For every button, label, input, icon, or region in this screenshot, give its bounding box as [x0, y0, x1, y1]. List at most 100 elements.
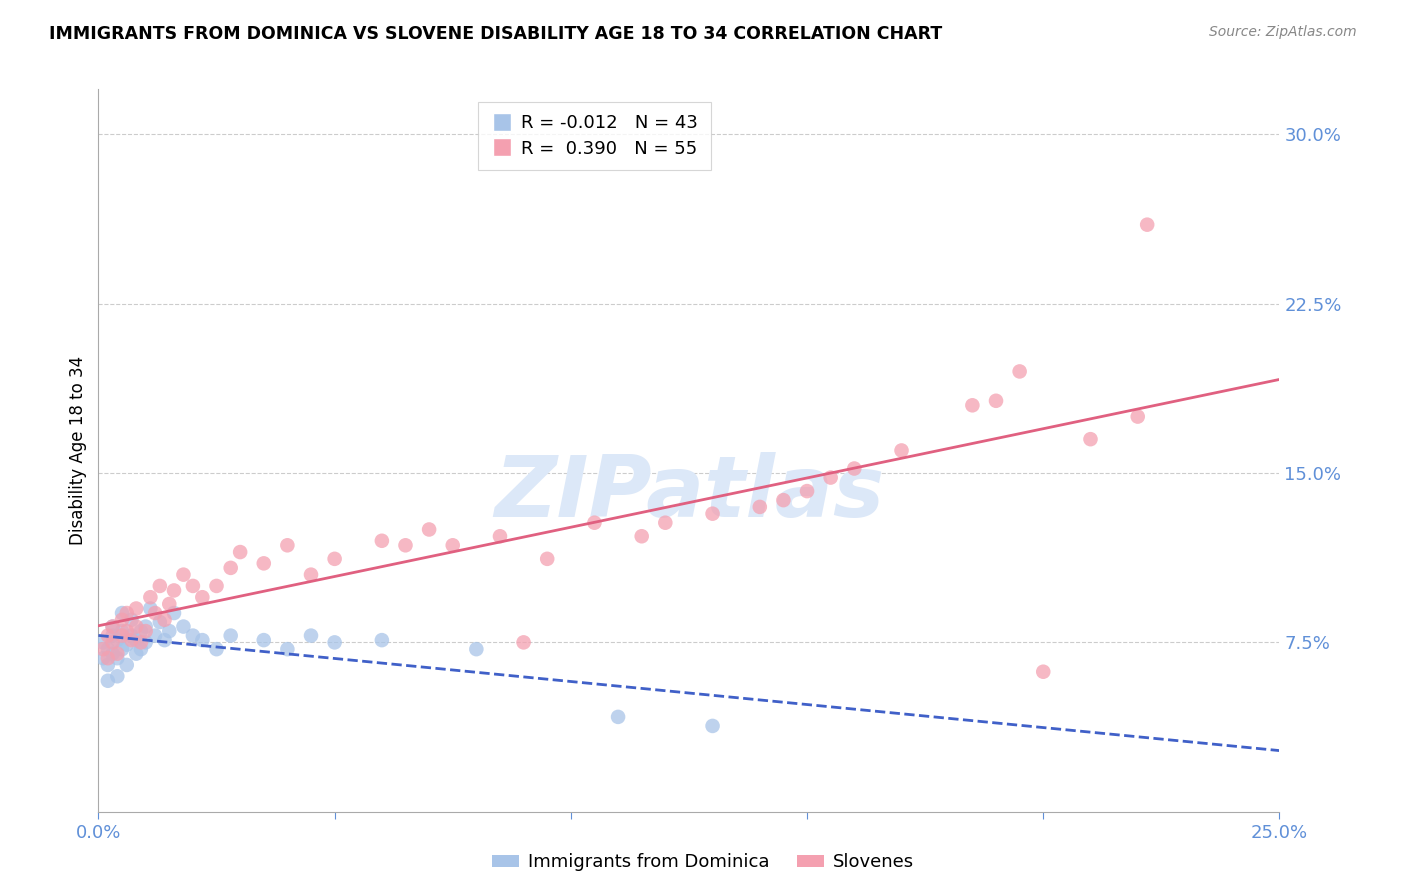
Point — [702, 719, 724, 733]
Point — [630, 529, 652, 543]
Point — [299, 567, 322, 582]
Point — [129, 624, 152, 639]
Point — [97, 651, 120, 665]
Point — [394, 538, 416, 552]
Point — [191, 633, 214, 648]
Point — [121, 633, 143, 648]
Point — [101, 647, 124, 661]
Point — [465, 642, 488, 657]
Point — [115, 657, 138, 672]
Point — [157, 624, 180, 639]
Point — [191, 591, 214, 605]
Point — [607, 710, 630, 724]
Point — [583, 516, 606, 530]
Text: IMMIGRANTS FROM DOMINICA VS SLOVENE DISABILITY AGE 18 TO 34 CORRELATION CHART: IMMIGRANTS FROM DOMINICA VS SLOVENE DISA… — [49, 25, 942, 43]
Point — [844, 461, 866, 475]
Point — [323, 635, 346, 649]
Point — [512, 635, 534, 649]
Point — [105, 669, 128, 683]
Point — [97, 629, 120, 643]
Point — [276, 642, 298, 657]
Point — [101, 629, 124, 643]
Point — [441, 538, 464, 552]
Point — [253, 557, 276, 571]
Point — [219, 561, 242, 575]
Point — [219, 629, 242, 643]
Point — [181, 629, 204, 643]
Point — [489, 529, 512, 543]
Point — [1080, 432, 1102, 446]
Point — [702, 507, 724, 521]
Point — [111, 606, 134, 620]
Point — [276, 538, 298, 552]
Point — [115, 624, 138, 639]
Point — [105, 633, 128, 648]
Point — [536, 551, 558, 566]
Point — [101, 619, 124, 633]
Point — [181, 579, 204, 593]
Point — [125, 619, 148, 633]
Point — [1008, 364, 1031, 378]
Point — [371, 533, 394, 548]
Point — [796, 484, 818, 499]
Point — [111, 629, 134, 643]
Point — [962, 398, 984, 412]
Point — [115, 606, 138, 620]
Point — [299, 629, 322, 643]
Point — [371, 633, 394, 648]
Point — [91, 635, 114, 649]
Point — [125, 633, 148, 648]
Point — [91, 651, 114, 665]
Point — [157, 597, 180, 611]
Point — [172, 619, 194, 633]
Point — [149, 579, 172, 593]
Point — [1136, 218, 1159, 232]
Point — [149, 615, 172, 629]
Point — [1126, 409, 1149, 424]
Point — [143, 606, 166, 620]
Point — [97, 673, 120, 688]
Point — [111, 642, 134, 657]
Point — [129, 642, 152, 657]
Point — [135, 624, 157, 639]
Point — [121, 629, 143, 643]
Point — [91, 642, 114, 657]
Point — [323, 551, 346, 566]
Point — [984, 393, 1007, 408]
Point — [105, 651, 128, 665]
Point — [97, 642, 120, 657]
Point — [125, 601, 148, 615]
Point — [101, 635, 124, 649]
Point — [205, 642, 228, 657]
Point — [229, 545, 252, 559]
Point — [125, 647, 148, 661]
Point — [172, 567, 194, 582]
Point — [163, 583, 186, 598]
Point — [418, 523, 440, 537]
Text: Source: ZipAtlas.com: Source: ZipAtlas.com — [1209, 25, 1357, 39]
Point — [115, 638, 138, 652]
Point — [121, 613, 143, 627]
Point — [111, 624, 134, 639]
Point — [205, 579, 228, 593]
Legend: R = -0.012   N = 43, R =  0.390   N = 55: R = -0.012 N = 43, R = 0.390 N = 55 — [478, 102, 711, 170]
Point — [748, 500, 770, 514]
Point — [135, 635, 157, 649]
Point — [129, 635, 152, 649]
Point — [111, 613, 134, 627]
Legend: Immigrants from Dominica, Slovenes: Immigrants from Dominica, Slovenes — [485, 847, 921, 879]
Point — [153, 613, 176, 627]
Point — [253, 633, 276, 648]
Point — [97, 657, 120, 672]
Text: ZIPatlas: ZIPatlas — [494, 452, 884, 535]
Point — [139, 591, 162, 605]
Point — [143, 629, 166, 643]
Point — [105, 647, 128, 661]
Point — [890, 443, 912, 458]
Point — [772, 493, 794, 508]
Point — [101, 619, 124, 633]
Point — [820, 470, 842, 484]
Point — [654, 516, 676, 530]
Point — [139, 601, 162, 615]
Y-axis label: Disability Age 18 to 34: Disability Age 18 to 34 — [69, 356, 87, 545]
